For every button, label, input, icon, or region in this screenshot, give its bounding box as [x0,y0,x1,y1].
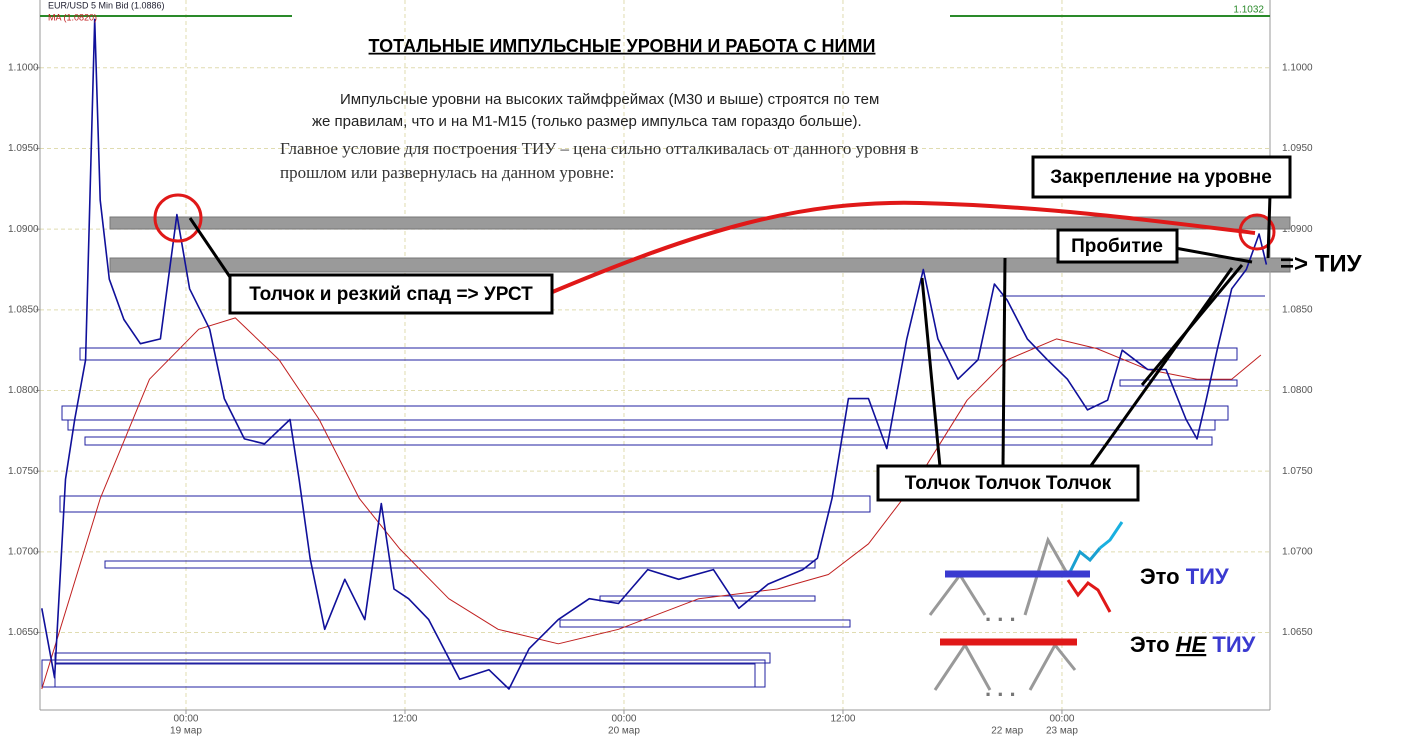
note-word: ТИУ [1186,564,1229,589]
note-word: ТИУ [1212,632,1255,657]
last-price: 1.1032 [1233,5,1264,16]
y-tick-label-right: 1.0650 [1282,627,1313,638]
intro-line: же правилам, что и на М1-М15 (только раз… [312,113,862,130]
x-tick-label: 12:00 [392,714,417,725]
level-band [109,216,1291,230]
sketch [1099,521,1124,550]
series-line [41,317,1262,690]
y-tick-label: 1.0950 [8,143,39,154]
y-tick-label: 1.0650 [8,627,39,638]
level-box [67,419,1216,431]
level-box [104,560,816,569]
ma-label: MA (1.0820) [48,12,97,22]
ellipsis: . . . [985,601,1016,626]
y-tick-label: 1.0800 [8,385,39,396]
highlight-circle [1238,213,1276,251]
x-date-label: 19 мар [170,726,202,737]
pointer [1174,246,1253,264]
legend-note: Это НЕ ТИУ [1130,632,1256,657]
annotation-title: ТОТАЛЬНЫЕ ИМПУЛЬСНЫЕ УРОВНИ И РАБОТА С Н… [369,36,876,56]
annotation: Закрепление на уровне [1050,167,1272,188]
x-date-label: 20 мар [608,726,640,737]
y-tick-label-right: 1.0800 [1282,385,1313,396]
condition-line: Главное условие для построения ТИУ – цен… [280,139,918,158]
annotation: Толчок Толчок Толчок [905,473,1112,494]
level-box [79,347,1238,361]
y-tick-label-right: 1.0950 [1282,143,1313,154]
y-tick-label: 1.0900 [8,224,39,235]
sketch [1023,536,1070,616]
annotation: Толчок и резкий спад => УРСТ [249,284,533,305]
series [41,18,1268,690]
pointer [920,277,942,468]
intro-line: Импульсные уровни на высоких таймфреймах… [340,91,879,108]
level-box [1119,379,1238,387]
x-date-label: 22 мар [991,726,1023,737]
legend-note: Это ТИУ [1140,564,1229,589]
level-box [559,619,851,628]
pointer [1088,267,1234,468]
annotation: => ТИУ [1280,250,1363,277]
x-date-label: 23 мар [1046,726,1078,737]
note-word: Это [1140,564,1180,589]
y-tick-label: 1.0700 [8,547,39,558]
pointer [1140,264,1244,386]
y-tick-label: 1.0850 [8,304,39,315]
illustration [928,521,1124,691]
y-tick-label: 1.1000 [8,62,39,73]
y-tick-label-right: 1.0750 [1282,466,1313,477]
connector-curve [549,200,1256,295]
level-box [84,436,1213,446]
instrument-label: EUR/USD 5 Min Bid (1.0886) [48,0,165,10]
ellipsis: . . . [985,676,1016,701]
sketch [1066,579,1112,613]
annotation-box [1031,155,1292,199]
y-tick-label-right: 1.0700 [1282,547,1313,558]
annotation-box [228,273,554,315]
pointer [188,217,234,281]
level-box [599,595,816,602]
highlight-circle [153,193,203,243]
level-band [109,257,1291,273]
x-tick-label: 00:00 [1049,714,1074,725]
x-tick-label: 00:00 [173,714,198,725]
y-tick-label-right: 1.1000 [1282,62,1313,73]
x-tick-label: 12:00 [830,714,855,725]
pointer [1266,194,1272,259]
series-line [41,18,1268,690]
level-boxes [41,295,1265,688]
annotation-box [876,464,1140,502]
condition-line: прошлом или развернулась на данном уровн… [280,163,614,182]
level-box [59,495,871,513]
annotation: Пробитие [1071,236,1163,257]
y-tick-label-right: 1.0850 [1282,304,1313,315]
y-tick-label-right: 1.0900 [1282,224,1313,235]
annotation-box [1056,228,1179,264]
sketch [1068,547,1102,573]
note-word: НЕ [1176,632,1208,657]
y-tick-label: 1.0750 [8,466,39,477]
pointer [1001,257,1007,468]
note-word: Это [1130,632,1170,657]
x-tick-label: 00:00 [611,714,636,725]
